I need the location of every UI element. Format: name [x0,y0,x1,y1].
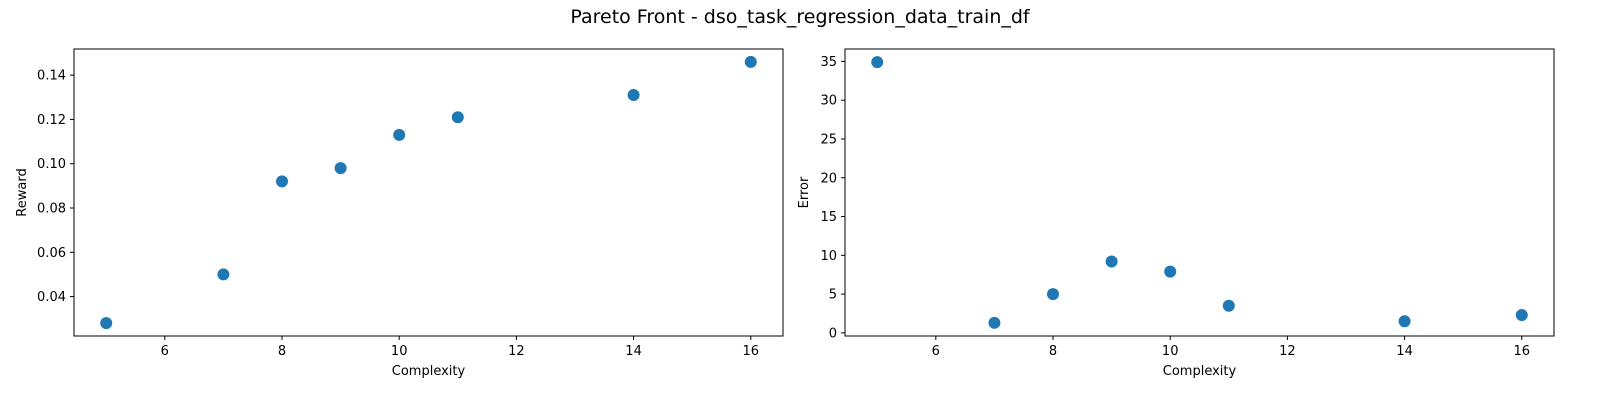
error-y-axis-label: Error [797,176,812,208]
reward-x-tick-label: 10 [391,344,408,359]
error-x-tick-label: 16 [1513,344,1530,359]
error-x-tick-label: 6 [932,344,940,359]
error-y-tick-label: 30 [820,94,837,109]
reward-x-tick-label: 6 [161,344,169,359]
reward-scatter-point [451,111,464,124]
reward-x-tick-label: 8 [278,344,286,359]
reward-y-tick-label: 0.14 [37,69,66,84]
reward-y-tick-label: 0.10 [37,157,66,172]
error-scatter-point [1398,315,1411,328]
reward-x-tick-label: 14 [625,344,642,359]
error-x-tick-label: 10 [1162,344,1179,359]
reward-x-tick-label: 12 [508,344,525,359]
error-y-tick-label: 10 [820,249,837,264]
error-axes-frame [844,48,1555,337]
error-scatter-point [1105,255,1118,268]
error-scatter-point [1515,309,1528,322]
reward-scatter-point [276,175,289,188]
error-y-tick-label: 35 [820,55,837,70]
error-scatter-point [1222,299,1235,312]
reward-scatter-point [393,128,406,141]
error-x-axis-label: Complexity [1163,364,1237,379]
reward-y-tick-label: 0.04 [37,290,66,305]
reward-axes-frame [73,48,784,337]
reward-scatter-point [627,89,640,102]
reward-scatter-point [334,162,347,175]
reward-x-axis-label: Complexity [392,364,466,379]
reward-y-tick-label: 0.08 [37,202,66,217]
reward-y-axis-label: Reward [15,168,30,216]
reward-subplot: 6 8 10 12 14 16 0.04 0.06 0.08 0.10 0.12 0.14 Comple… [15,48,784,379]
reward-y-tick-label: 0.06 [37,246,66,261]
error-x-tick-label: 14 [1396,344,1413,359]
reward-y-tick-label: 0.12 [37,113,66,128]
error-scatter-point [988,316,1001,329]
error-scatter-point [1047,288,1060,301]
error-x-tick-label: 12 [1279,344,1296,359]
error-y-tick-label: 25 [820,132,837,147]
error-scatter-point [871,56,884,69]
error-scatter-point [1164,265,1177,278]
error-y-tick-label: 15 [820,210,837,225]
error-y-tick-label: 0 [829,326,837,341]
error-x-tick-label: 8 [1049,344,1057,359]
figure-suptitle: Pareto Front - dso_task_regression_data_… [570,6,1031,28]
reward-scatter-point [744,55,757,68]
error-y-tick-label: 5 [829,288,837,303]
error-y-tick-label: 20 [820,171,837,186]
error-subplot: 6 8 10 12 14 16 0 5 10 15 20 25 30 35 Complexity Error [797,48,1555,379]
reward-scatter-point [217,268,230,281]
reward-scatter-point [100,317,113,330]
reward-x-tick-label: 16 [742,344,759,359]
